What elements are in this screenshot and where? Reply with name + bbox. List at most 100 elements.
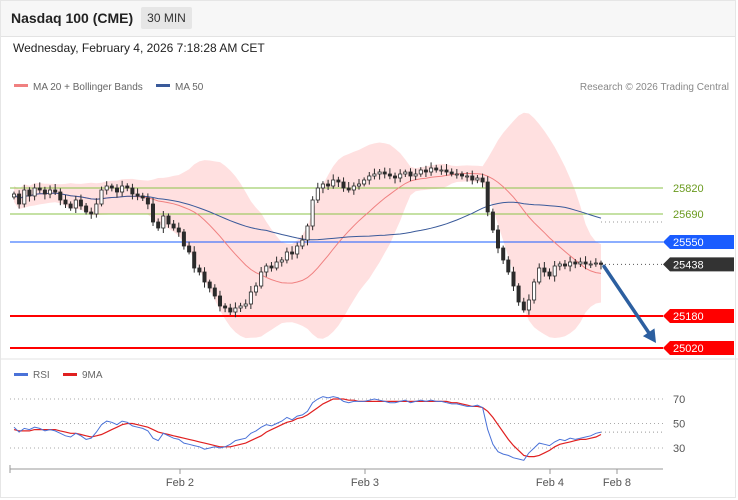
level-tag-25180 bbox=[663, 309, 734, 323]
candle-body bbox=[125, 185, 130, 189]
candle-body bbox=[140, 195, 145, 199]
level-label-25020: 25020 bbox=[673, 343, 704, 355]
ma50-legend-swatch bbox=[156, 84, 170, 87]
candle-body bbox=[454, 173, 459, 176]
candle-body bbox=[459, 173, 464, 177]
candle-body bbox=[212, 287, 217, 297]
candle-body bbox=[449, 171, 454, 175]
rsi-tick-label: 50 bbox=[673, 419, 685, 431]
ma9-line bbox=[13, 398, 602, 458]
candle-body bbox=[521, 301, 526, 311]
ma9-legend-swatch bbox=[63, 373, 77, 376]
candle-body bbox=[351, 185, 356, 191]
candle-body bbox=[362, 179, 367, 185]
candle-body bbox=[73, 199, 78, 209]
candle-body bbox=[408, 171, 413, 177]
candle-body bbox=[526, 299, 531, 311]
candle-body bbox=[228, 307, 233, 313]
candle-body bbox=[233, 307, 238, 313]
rsi-panel: 70 50 30 bbox=[10, 394, 685, 461]
candle-body bbox=[326, 183, 331, 187]
rsi-tick-label: 30 bbox=[673, 443, 685, 455]
candle-body bbox=[259, 271, 264, 287]
forecast-arrow-head bbox=[642, 328, 656, 343]
candle-body bbox=[197, 267, 202, 273]
level-label-25690: 25690 bbox=[673, 209, 704, 221]
candle-body bbox=[511, 271, 516, 287]
x-tick-label: Feb 4 bbox=[536, 477, 564, 489]
ma20-legend-label: MA 20 + Bollinger Bands bbox=[33, 82, 143, 93]
candle-body bbox=[382, 171, 387, 175]
candle-body bbox=[336, 179, 341, 183]
candle-body bbox=[403, 171, 408, 175]
candle-body bbox=[84, 205, 89, 213]
candle-body bbox=[58, 191, 63, 201]
rsi-legend: RSI 9MA bbox=[14, 370, 103, 381]
candle-body bbox=[32, 187, 37, 197]
candle-body bbox=[176, 227, 181, 233]
ma20-legend-swatch bbox=[14, 84, 28, 87]
x-axis: Feb 2 Feb 3 Feb 4 Feb 8 bbox=[9, 465, 663, 489]
candle-body bbox=[475, 177, 480, 181]
candle-body bbox=[501, 247, 506, 261]
level-label-25180: 25180 bbox=[673, 311, 704, 323]
timeframe-button[interactable]: 30 MIN bbox=[141, 7, 192, 29]
candle-body bbox=[284, 251, 289, 261]
candle-body bbox=[135, 193, 140, 197]
candle-body bbox=[264, 265, 269, 273]
candles bbox=[11, 162, 604, 318]
candle-body bbox=[120, 185, 125, 193]
candle-body bbox=[356, 183, 361, 187]
candle-body bbox=[187, 245, 192, 253]
candle-body bbox=[68, 203, 73, 209]
price-legend: MA 20 + Bollinger Bands MA 50 Research ©… bbox=[14, 82, 729, 93]
forecast-arrow-shaft bbox=[602, 264, 653, 338]
candle-body bbox=[42, 189, 47, 195]
candle-body bbox=[542, 267, 547, 273]
candle-body bbox=[392, 175, 397, 179]
candle-body bbox=[279, 259, 284, 263]
rsi-legend-swatch bbox=[14, 373, 28, 376]
candle-body bbox=[207, 281, 212, 289]
candle-body bbox=[516, 285, 521, 303]
x-tick-label: Feb 3 bbox=[351, 477, 379, 489]
candle-body bbox=[63, 199, 68, 205]
candle-body bbox=[109, 185, 114, 189]
candle-body bbox=[563, 263, 568, 267]
candle-body bbox=[78, 199, 83, 207]
candle-body bbox=[418, 169, 423, 175]
candle-body bbox=[557, 263, 562, 267]
level-tag-25020 bbox=[663, 341, 734, 355]
candle-body bbox=[398, 173, 403, 179]
candle-body bbox=[599, 262, 604, 265]
candle-body bbox=[89, 211, 94, 215]
level-tag-25438 bbox=[663, 257, 734, 272]
candle-body bbox=[11, 193, 16, 198]
candle-body bbox=[166, 215, 171, 225]
candle-body bbox=[248, 291, 253, 305]
ma50-legend-label: MA 50 bbox=[175, 82, 204, 93]
candle-body bbox=[578, 261, 583, 265]
candle-body bbox=[547, 271, 552, 277]
candle-body bbox=[269, 265, 274, 269]
candle-body bbox=[94, 203, 99, 215]
candle-body bbox=[315, 187, 320, 201]
rsi-tick-label: 70 bbox=[673, 394, 685, 406]
candle-body bbox=[444, 169, 449, 173]
candle-body bbox=[413, 173, 418, 177]
candle-body bbox=[300, 239, 305, 247]
candle-body bbox=[104, 185, 109, 191]
candle-body bbox=[53, 189, 58, 193]
candle-body bbox=[295, 245, 300, 255]
candle-body bbox=[115, 187, 120, 193]
rsi-legend-label: RSI bbox=[33, 370, 50, 381]
candle-body bbox=[171, 223, 176, 229]
bollinger-bands bbox=[14, 112, 601, 339]
candle-body bbox=[331, 179, 336, 187]
candle-body bbox=[367, 175, 372, 181]
candle-body bbox=[305, 225, 310, 241]
ma9-legend-label: 9MA bbox=[82, 370, 103, 381]
x-tick-label: Feb 2 bbox=[166, 477, 194, 489]
bollinger-band-area bbox=[14, 112, 601, 339]
candle-body bbox=[238, 305, 243, 309]
